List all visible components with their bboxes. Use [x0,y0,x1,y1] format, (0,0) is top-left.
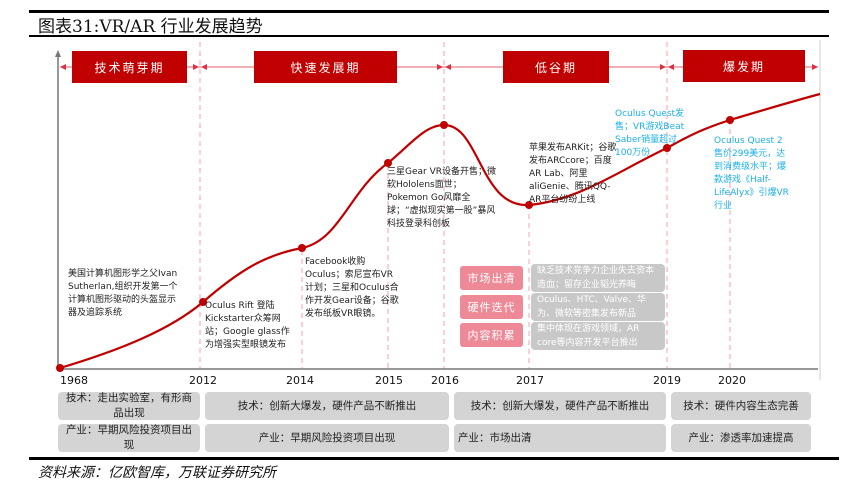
factor-desc-hardware: Oculus、HTC、Valve、华为、微软等密集发布新品 [531,293,665,321]
year-2020: 2020 [718,374,746,387]
point-2015 [384,159,392,167]
point-2014 [298,244,306,252]
note-2019: Oculus Quest发售；VR游戏Beat Saber销量超过100万份 [615,109,685,158]
tech-2019-2020: 技术：硬件内容生态完善 [671,392,811,420]
industry-1968-2012: 产业：早期风险投资项目出现 [58,424,200,452]
year-2015: 2015 [375,374,403,387]
y-axis-arrow [55,50,61,57]
factor-label-market: 市场出清 [460,266,523,290]
industry-2019-2020: 产业：渗透率加速提高 [671,424,811,452]
point-2017 [525,201,533,209]
top-rule [29,10,829,13]
figure-title: 图表31:VR/AR 行业发展趋势 [38,17,263,37]
tech-1968-2012: 技术：走出实验室，有形商品出现 [58,392,200,420]
industry-2012-2016: 产业：早期风险投资项目出现 [205,424,449,452]
factor-label-hardware: 硬件迭代 [460,295,523,319]
industry-2016-2019: 产业：市场出清 [454,424,666,452]
factor-desc-content: 集中体现在游戏领域，AR core等内容开发平台推出 [531,322,665,350]
phase-rapid-growth: 快速发展期 [254,51,397,83]
note-2015: 三星Gear VR设备开售；微软Hololens面世；Pokemon Go风靡全… [387,167,496,229]
title-rule [29,35,829,37]
point-1968 [56,364,64,372]
point-2019 [663,144,671,152]
phase-trough: 低谷期 [503,51,609,83]
point-2020 [726,116,734,124]
point-2012 [199,298,207,306]
trend-curve [59,92,821,370]
tech-2012-2016: 技术：创新大爆发，硬件产品不断推出 [205,392,449,420]
note-2014: Facebook收购Oculus；索尼宣布VR计划；三星和Oculus合作开发G… [305,257,399,319]
bottom-rule [29,457,839,460]
year-2016: 2016 [431,374,459,387]
year-2019: 2019 [653,374,681,387]
year-1968: 1968 [60,374,88,387]
source-note: 资料来源：亿欧智库，万联证券研究所 [38,465,276,481]
note-2012: Oculus Rift 登陆Kickstarter众筹网站；Google gla… [205,301,290,350]
point-2016 [440,121,448,129]
factor-label-content: 内容积累 [460,323,523,347]
year-2012: 2012 [189,374,217,387]
factor-desc-market: 缺乏技术竞争力企业失去资本造血；留存企业韬光养晦 [531,264,665,292]
note-1968: 美国计算机图形学之父Ivan Sutherlan,组织开发第一个计算机图形驱动的… [68,269,178,318]
tech-2016-2019: 技术：创新大爆发，硬件产品不断推出 [454,392,666,420]
note-2020: Oculus Quest 2售价299美元，达到消费级水平；爆款游戏《Half-… [714,136,789,211]
note-2017: 苹果发布ARKit；谷歌发布ARCcore；百度AR Lab、阿里aliGeni… [529,143,617,205]
phase-germination: 技术萌芽期 [72,51,187,83]
year-2017: 2017 [516,374,544,387]
year-2014: 2014 [286,374,314,387]
phase-explosion: 爆发期 [683,50,805,82]
